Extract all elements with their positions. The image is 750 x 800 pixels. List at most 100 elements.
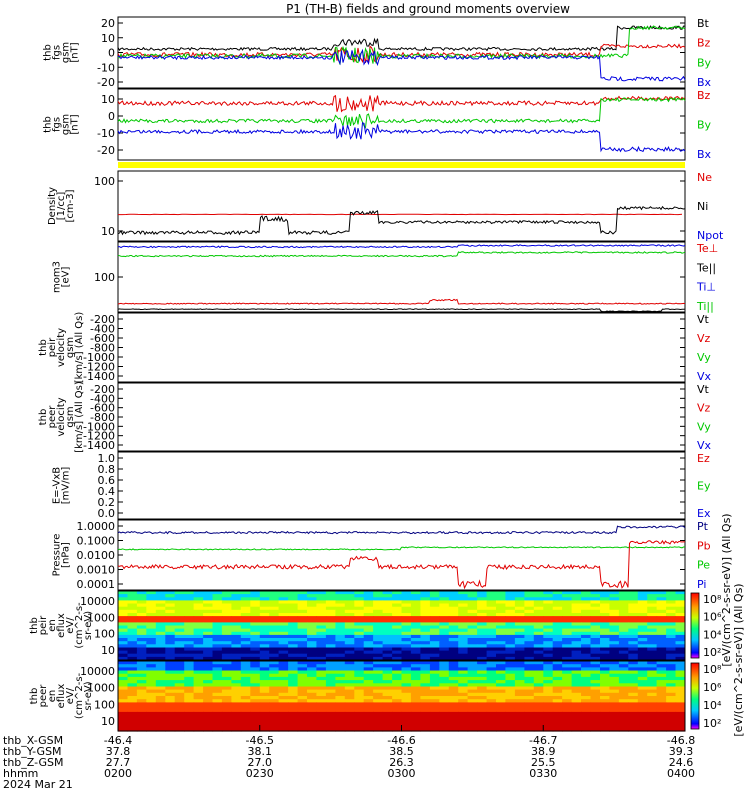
- spectrogram-cell: [467, 664, 478, 668]
- spectrogram-cell: [637, 616, 648, 620]
- spectrogram-cell: [288, 702, 299, 707]
- spectrogram-cell: [562, 724, 573, 729]
- spectrogram-cell: [666, 705, 677, 710]
- spectrogram-cell: [618, 628, 629, 633]
- spectrogram-cell: [240, 597, 251, 601]
- spectrogram-cell: [212, 696, 223, 700]
- spectrogram-cell: [269, 661, 280, 665]
- spectrogram-cell: [401, 718, 412, 723]
- spectrogram-cell: [590, 634, 601, 639]
- spectrogram-cell: [184, 609, 195, 614]
- spectrogram-cell: [392, 683, 403, 688]
- spectrogram-cell: [193, 656, 204, 661]
- spectrogram-cell: [118, 653, 128, 658]
- spectrogram-cell: [118, 673, 128, 678]
- spectrogram-cell: [231, 606, 242, 611]
- spectrogram-cell: [250, 591, 261, 595]
- spectrogram-cell: [420, 686, 431, 691]
- spectrogram-cell: [354, 594, 365, 598]
- spectrogram-cell: [325, 715, 336, 719]
- spectrogram-cell: [628, 594, 639, 598]
- spectrogram-cell: [533, 689, 544, 694]
- spectrogram-cell: [429, 613, 440, 617]
- spectrogram-cell: [543, 606, 554, 611]
- spectrogram-cell: [609, 715, 620, 719]
- spectrogram-cell: [562, 699, 573, 703]
- spectrogram-cell: [231, 650, 242, 655]
- spectrogram-cell: [373, 727, 384, 732]
- spectrogram-cell: [174, 594, 185, 598]
- spectrogram-cell: [618, 683, 629, 688]
- spectrogram-cell: [467, 591, 478, 595]
- spectrogram-cell: [590, 613, 601, 617]
- y-label-line: thb: [29, 617, 40, 634]
- spectrogram-cell: [609, 656, 620, 661]
- spectrogram-cell: [477, 667, 488, 672]
- spectrogram-cell: [203, 647, 214, 652]
- spectrogram-cell: [146, 696, 157, 700]
- spectrogram-cell: [410, 686, 421, 691]
- spectrogram-cell: [600, 667, 610, 672]
- spectrogram-cell: [533, 634, 544, 639]
- spectrogram-cell: [562, 692, 573, 697]
- spectrogram-cell: [155, 616, 166, 620]
- spectrogram-cell: [193, 705, 204, 710]
- spectrogram-cell: [288, 600, 299, 605]
- spectrogram-cell: [420, 664, 431, 668]
- spectrogram-cell: [363, 613, 374, 617]
- spectrogram-cell: [637, 721, 648, 726]
- spectrogram-cell: [193, 594, 204, 598]
- spectrogram-cell: [288, 721, 299, 726]
- spectrogram-cell: [401, 670, 412, 675]
- spectrogram-cell: [467, 597, 478, 601]
- spectrogram-cell: [410, 724, 421, 729]
- y-axis-label: Density[1/cc][cm-3]: [47, 187, 76, 225]
- spectrogram-cell: [316, 616, 327, 620]
- spectrogram-cell: [581, 680, 591, 684]
- spectrogram-cell: [373, 676, 384, 681]
- spectrogram-cell: [297, 616, 308, 620]
- spectrogram-cell: [590, 676, 601, 681]
- spectrogram-cell: [354, 603, 365, 608]
- spectrogram-cell: [127, 594, 138, 598]
- spectrogram-cell: [307, 676, 317, 681]
- spectrogram-cell: [316, 628, 327, 633]
- spectrogram-cell: [401, 609, 412, 614]
- spectrogram-cell: [278, 673, 289, 678]
- spectrogram-cell: [373, 644, 384, 648]
- spectrogram-cell: [524, 613, 535, 617]
- spectrogram-cell: [193, 613, 204, 617]
- spectrogram-cell: [467, 634, 478, 639]
- spectrogram-cell: [429, 622, 440, 627]
- spectrogram-cell: [118, 597, 128, 601]
- spectrogram-cell: [628, 724, 639, 729]
- spectrogram-cell: [637, 622, 648, 627]
- spectrogram-cell: [581, 594, 591, 598]
- spectrogram-cell: [618, 594, 629, 598]
- spectrogram-cell: [136, 619, 147, 623]
- spectrogram-cell: [259, 622, 270, 627]
- spectrogram-cell: [429, 603, 440, 608]
- spectrogram-cell: [136, 702, 147, 707]
- spectrogram-cell: [344, 591, 355, 595]
- spectrogram-cell: [571, 715, 582, 719]
- spectrogram-cell: [344, 692, 355, 697]
- spectrogram-cell: [666, 644, 677, 648]
- y-tick-label: -10: [97, 61, 115, 74]
- spectrogram-cell: [155, 699, 166, 703]
- spectrogram-cell: [656, 597, 667, 601]
- spectrogram-cell: [439, 600, 450, 605]
- spectrogram-cell: [259, 696, 270, 700]
- spectrogram-cell: [533, 641, 544, 645]
- spectrogram-cell: [269, 680, 280, 684]
- spectrogram-cell: [590, 616, 601, 620]
- spectrogram-cell: [250, 670, 261, 675]
- spectrogram-cell: [505, 676, 516, 681]
- spectrogram-cell: [335, 631, 346, 636]
- spectrogram-cell: [420, 597, 431, 601]
- spectrogram-cell: [609, 616, 620, 620]
- spectrogram-cell: [552, 628, 563, 633]
- spectrogram-cell: [628, 689, 639, 694]
